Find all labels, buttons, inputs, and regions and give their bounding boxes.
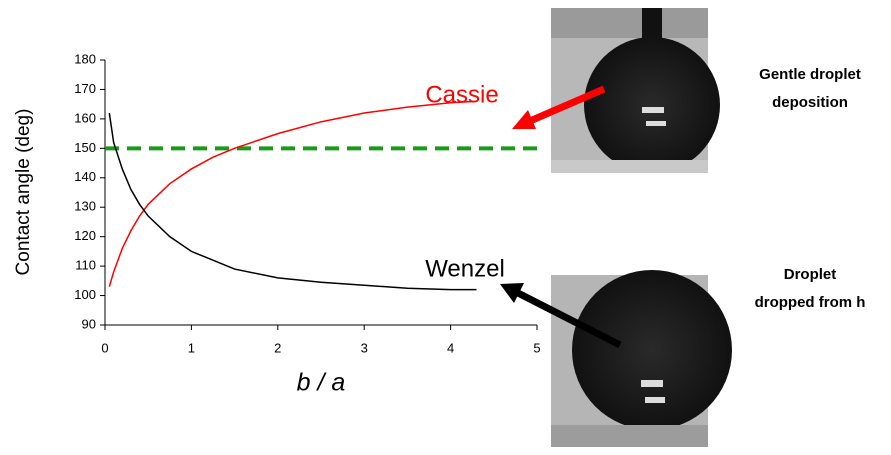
x-tick-label: 3 bbox=[361, 340, 368, 355]
x-tick-label: 4 bbox=[447, 340, 454, 355]
needle bbox=[642, 8, 662, 38]
arrow-head bbox=[512, 110, 536, 129]
y-tick-label: 110 bbox=[75, 258, 96, 273]
reflection bbox=[646, 121, 666, 126]
y-tick-label: 150 bbox=[74, 140, 96, 155]
x-tick-label: 0 bbox=[101, 340, 108, 355]
x-tick-label: 2 bbox=[274, 340, 281, 355]
photo-gentle bbox=[551, 8, 720, 173]
y-tick-label: 140 bbox=[74, 169, 96, 184]
droplet bbox=[584, 37, 720, 173]
y-tick-label: 170 bbox=[74, 81, 96, 96]
x-tick-label: 5 bbox=[533, 340, 540, 355]
annotation: dropped from h bbox=[755, 294, 866, 311]
y-tick-label: 90 bbox=[82, 316, 96, 331]
y-tick-label: 130 bbox=[74, 199, 96, 214]
droplet bbox=[572, 270, 732, 430]
substrate bbox=[551, 160, 708, 173]
annotation: Droplet bbox=[784, 266, 837, 283]
photo-dropped bbox=[551, 270, 732, 447]
reflection bbox=[641, 380, 663, 387]
arrow-cassie bbox=[528, 85, 606, 125]
x-tick-label: 1 bbox=[188, 340, 195, 355]
y-tick-label: 160 bbox=[74, 110, 96, 125]
substrate bbox=[551, 425, 708, 447]
annotation: Gentle droplet bbox=[759, 66, 861, 83]
annotation: deposition bbox=[772, 94, 848, 111]
annotations: Gentle droplet deposition Droplet dropped f… bbox=[755, 66, 866, 311]
arrow-head bbox=[500, 283, 524, 303]
reflection bbox=[645, 397, 665, 403]
photo-band bbox=[551, 8, 708, 38]
reflection bbox=[642, 107, 664, 113]
series-line bbox=[108, 112, 477, 291]
y-tick-label: 180 bbox=[74, 51, 96, 66]
series-line bbox=[108, 100, 477, 287]
y-tick-label: 100 bbox=[74, 287, 96, 302]
x-axis-label: b / a bbox=[297, 369, 346, 397]
y-axis-label: Contact angle (deg) bbox=[13, 109, 34, 276]
y-tick-label: 120 bbox=[74, 228, 96, 243]
arrow-wenzel bbox=[516, 289, 622, 349]
series-label: Wenzel bbox=[425, 255, 505, 282]
